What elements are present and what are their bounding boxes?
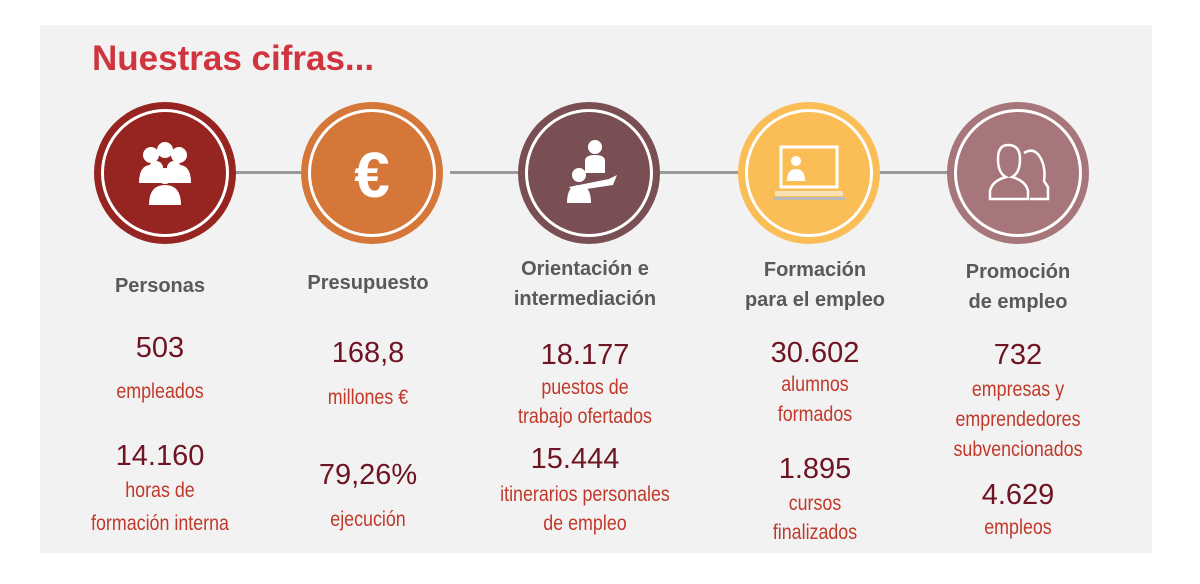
- page-title: Nuestras cifras...: [92, 39, 375, 78]
- stat-label: millones €: [327, 386, 409, 409]
- man-woman-icon: [947, 102, 1089, 244]
- stat-label: empresas y: [971, 378, 1065, 401]
- column-heading: Orientación e: [521, 258, 649, 280]
- stat-value: 79,26%: [318, 459, 418, 491]
- stat-value: 30.602: [770, 337, 860, 369]
- stat-label: cursos: [788, 492, 842, 515]
- laptop-training-icon: [738, 102, 880, 244]
- euro-icon: €: [301, 102, 443, 244]
- stat-label: puestos de: [541, 376, 629, 399]
- stat-value: 732: [993, 339, 1043, 371]
- stat-label: emprendedores: [955, 408, 1081, 431]
- stat-label: alumnos: [781, 373, 849, 396]
- column-heading: para el empleo: [744, 289, 886, 311]
- column-heading: Formación: [763, 259, 867, 281]
- stat-value: 1.895: [778, 453, 852, 485]
- column-heading: Personas: [114, 275, 206, 297]
- stat-value: 14.160: [115, 440, 205, 472]
- connector-line: [230, 171, 310, 174]
- stat-value: 168,8: [331, 337, 405, 369]
- stat-value: 4.629: [981, 479, 1055, 511]
- stat-label: trabajo ofertados: [518, 405, 652, 428]
- stat-label: formación interna: [91, 512, 229, 535]
- stat-label: itinerarios personales: [500, 483, 670, 506]
- stat-label: finalizados: [772, 521, 858, 544]
- stat-label: empleados: [116, 380, 204, 403]
- column-heading: Promoción: [965, 261, 1071, 283]
- people-group-icon: [94, 102, 236, 244]
- column-heading: intermediación: [513, 288, 657, 310]
- stat-label: formados: [777, 403, 853, 426]
- interview-icon: [518, 102, 660, 244]
- connector-line: [660, 171, 740, 174]
- connector-line: [880, 171, 960, 174]
- column-heading: de empleo: [968, 291, 1068, 313]
- stat-label: de empleo: [543, 512, 627, 535]
- stat-label: empleos: [984, 516, 1052, 539]
- stat-label: subvencionados: [953, 438, 1083, 461]
- stat-label: ejecución: [330, 508, 406, 531]
- stat-value: 503: [135, 332, 185, 364]
- connector-line: [450, 171, 530, 174]
- column-heading: Presupuesto: [307, 272, 429, 294]
- svg-text:€: €: [354, 139, 390, 211]
- stat-label: horas de: [125, 479, 195, 502]
- stat-value: 15.444: [530, 443, 620, 475]
- figures-panel: Nuestras cifras... € Personas 503 emplea…: [40, 25, 1152, 553]
- stat-value: 18.177: [540, 339, 630, 371]
